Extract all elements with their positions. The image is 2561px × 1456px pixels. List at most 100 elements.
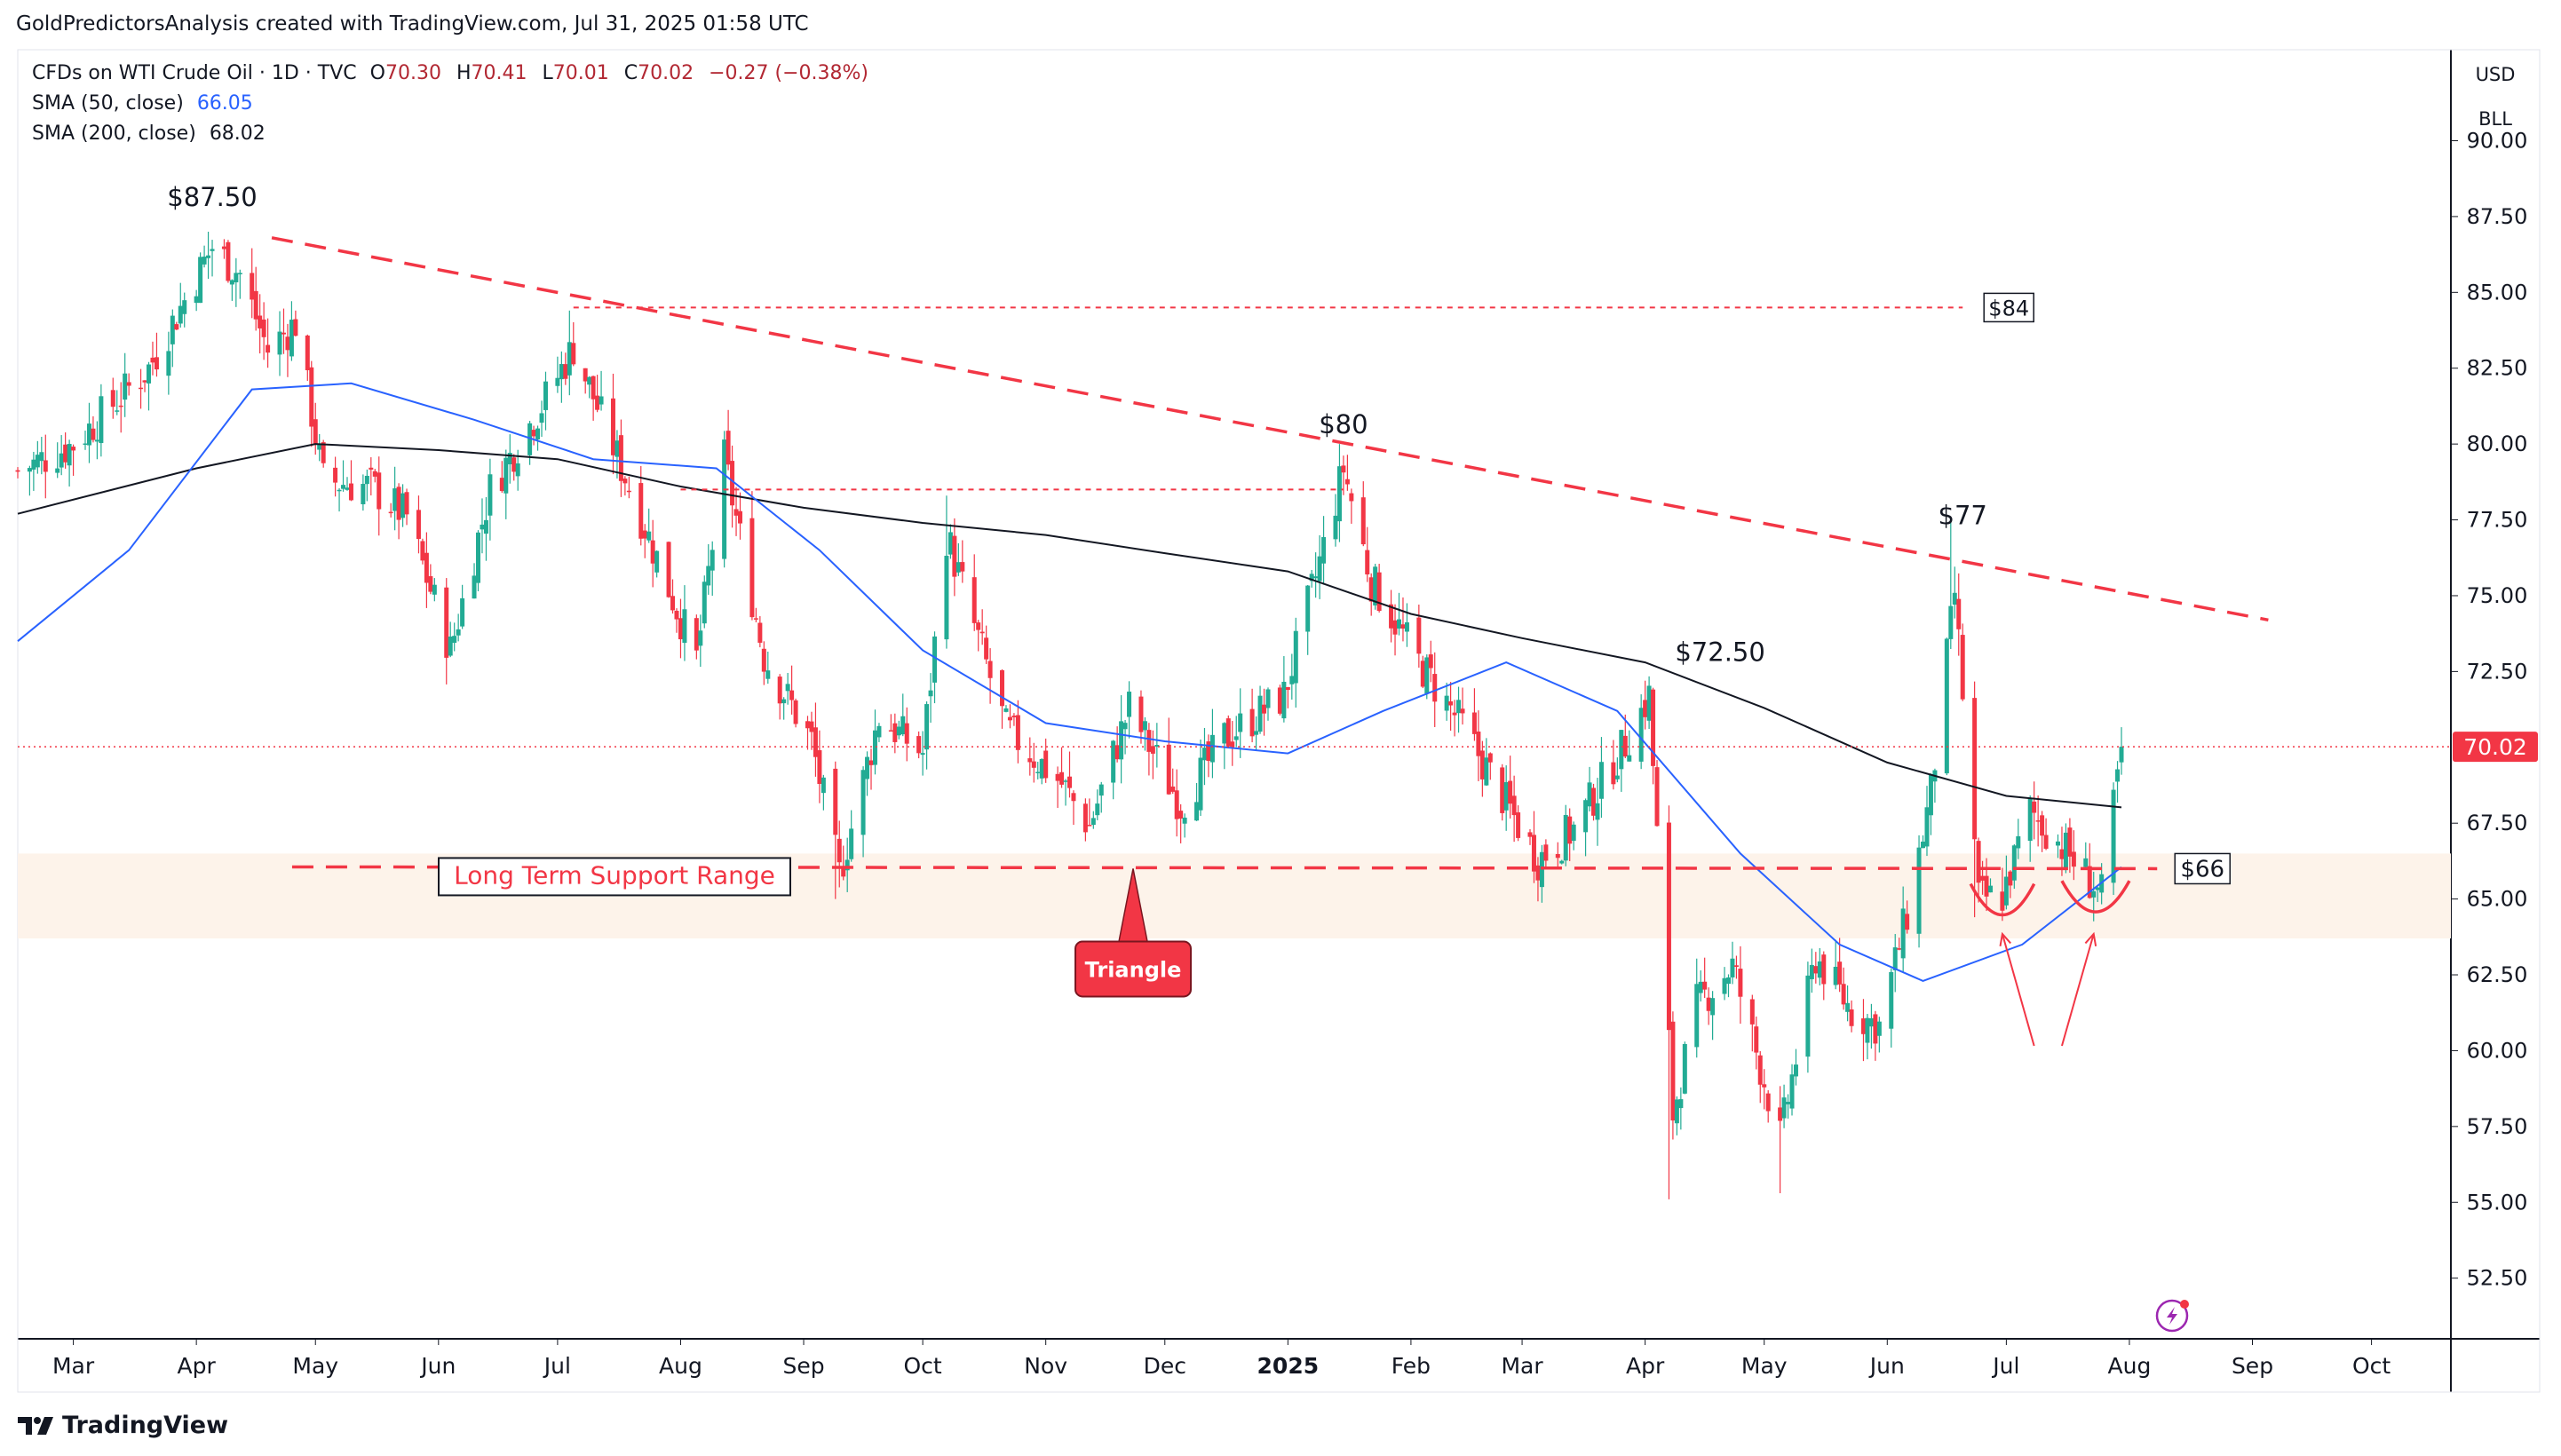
symbol-name[interactable]: CFDs on WTI Crude Oil · 1D · TVC [32, 62, 357, 84]
candle-body [2067, 827, 2073, 857]
candle [1416, 604, 1422, 669]
candle [2063, 823, 2068, 874]
candle-body [1587, 782, 1592, 807]
level-84-label: $84 [1988, 296, 2029, 320]
candle-body [1471, 712, 1477, 734]
candle [2115, 761, 2121, 803]
candle [1821, 951, 1827, 1001]
tradingview-brand[interactable]: TradingView [18, 1412, 228, 1439]
candle-body [1142, 721, 1147, 731]
candle [1305, 584, 1311, 655]
candle-body [1706, 997, 1711, 1011]
candle [1762, 1069, 1767, 1110]
candle-body [1154, 745, 1160, 747]
candle [1781, 1084, 1787, 1128]
candle-body [475, 532, 480, 583]
candle [1007, 704, 1012, 729]
candle-body [2027, 798, 2033, 842]
candle-body [2063, 832, 2068, 868]
candle [424, 532, 429, 608]
candle-body [166, 351, 171, 376]
candle [1793, 1048, 1798, 1086]
candle-body [1622, 735, 1628, 757]
candle-body [614, 440, 620, 457]
candle [1265, 687, 1271, 721]
arrow-head [1999, 931, 2011, 946]
candle [341, 460, 346, 492]
sma200-row[interactable]: SMA (200, close) 68.02 [32, 119, 868, 149]
candle-body [1285, 686, 1290, 691]
candle [392, 466, 398, 531]
price-chart[interactable]: 70.02 $84 $66 Long Term Support Range Triang… [0, 0, 2561, 1403]
candle [1090, 811, 1096, 829]
candle-body [987, 661, 993, 678]
candle-body [1150, 746, 1155, 754]
candle-body [944, 556, 949, 640]
candle [817, 730, 822, 803]
sma50-row[interactable]: SMA (50, close) 66.05 [32, 89, 868, 119]
candle-body [670, 596, 676, 611]
candle-body [785, 684, 790, 692]
candle [706, 544, 711, 595]
candle-body [515, 463, 520, 477]
candle-body [571, 343, 576, 365]
candle [860, 766, 866, 858]
unit-label[interactable]: BLL [2478, 108, 2512, 130]
candle-body [1567, 816, 1573, 844]
candle-body [1281, 681, 1287, 719]
candle-body [507, 453, 512, 464]
candle-body [1837, 961, 1843, 985]
candle-body [1043, 750, 1049, 779]
candle-body [1011, 716, 1017, 717]
candle-body [610, 398, 615, 455]
candle [377, 456, 382, 536]
candle [1333, 494, 1338, 547]
tradingview-logo-icon [18, 1416, 53, 1435]
candle-body [377, 472, 382, 510]
candle [722, 431, 727, 568]
candle-body [372, 471, 377, 477]
candle [226, 240, 231, 283]
current-price-text: 70.02 [2463, 734, 2527, 760]
triangle-callout [1074, 940, 1193, 998]
candle-body [253, 290, 258, 320]
candle [1900, 886, 1906, 973]
candle [123, 352, 128, 417]
candle-body [1039, 758, 1044, 779]
candle-body [1333, 515, 1338, 540]
candle-body [39, 452, 44, 462]
candle [678, 598, 683, 659]
candle-body [821, 777, 826, 794]
candle-body [1595, 803, 1600, 820]
candle [749, 491, 755, 621]
candle-body [2008, 871, 2013, 886]
time-tick-label: Sep [782, 1353, 824, 1379]
candle-body [499, 478, 504, 492]
candle-body [1098, 784, 1104, 796]
candle [1360, 481, 1366, 547]
chart-attribution: GoldPredictorsAnalysis created with Trad… [16, 12, 809, 36]
candle [1230, 721, 1235, 766]
candle [1921, 835, 1926, 849]
sma50-value: 66.05 [196, 92, 253, 115]
candle [535, 425, 541, 451]
candle [1571, 821, 1576, 851]
candle-body [1341, 465, 1346, 473]
candle [456, 613, 461, 642]
candle-body [1114, 745, 1120, 760]
candle-body [1003, 708, 1009, 712]
candle-body [1833, 966, 1838, 985]
candle-body [289, 320, 294, 357]
candle-body [1646, 685, 1652, 721]
candle-body [1730, 958, 1735, 977]
candle [888, 714, 893, 732]
candle [531, 425, 536, 446]
currency-label[interactable]: USD [2475, 64, 2516, 85]
candle-body [277, 331, 282, 355]
arrow-shaft [2060, 933, 2095, 1047]
candle-body [1178, 811, 1184, 819]
candle-body [1082, 803, 1088, 833]
candle [841, 845, 846, 881]
candle [1222, 722, 1227, 770]
candle [1622, 714, 1628, 758]
